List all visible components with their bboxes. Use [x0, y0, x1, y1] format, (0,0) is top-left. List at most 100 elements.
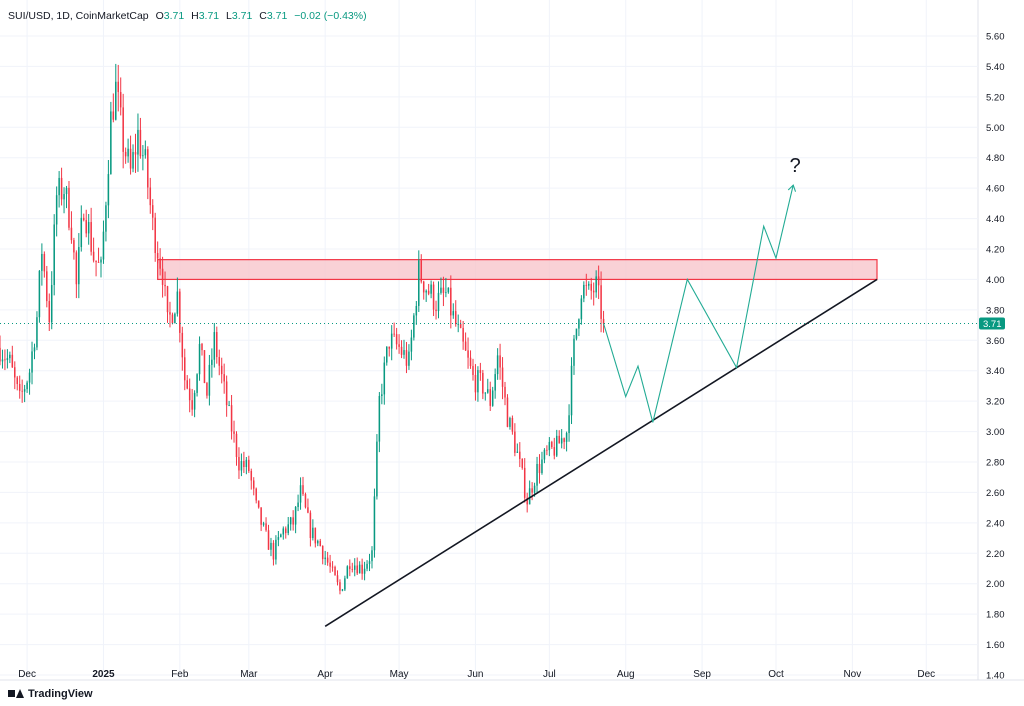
- candle: [501, 357, 504, 400]
- candle: [248, 455, 250, 473]
- candle-body: [28, 372, 31, 383]
- candle-body: [299, 485, 302, 503]
- candle: [390, 325, 393, 361]
- candle-body: [102, 231, 105, 260]
- close-value: 3.71: [266, 10, 288, 22]
- candle: [437, 281, 440, 319]
- candle-body: [469, 357, 472, 367]
- projection-path[interactable]: [603, 184, 794, 423]
- candle: [321, 545, 324, 565]
- time-axis[interactable]: Dec 2025 Feb Mar Apr May Jun Jul Aug Sep Oct Nov Dec: [18, 669, 935, 680]
- candle-body: [482, 372, 484, 394]
- price-tick-label: 4.00: [986, 275, 1005, 286]
- candle: [240, 453, 243, 477]
- resistance-zone: [157, 259, 878, 281]
- candle: [151, 199, 154, 231]
- candle-body: [1, 359, 4, 362]
- candle: [536, 456, 538, 493]
- time-tick-label: May: [390, 669, 409, 680]
- candle-body: [272, 542, 275, 560]
- candle: [307, 498, 309, 514]
- question-mark-annotation: ?: [790, 155, 801, 177]
- candle: [1, 349, 4, 369]
- candle-body: [282, 528, 285, 535]
- candle-body: [156, 253, 159, 259]
- candle: [70, 211, 73, 244]
- candle: [403, 339, 405, 359]
- candle-body: [447, 287, 450, 293]
- candle: [203, 350, 206, 384]
- candle-body: [427, 290, 430, 294]
- tradingview-brand[interactable]: TradingView: [8, 688, 93, 700]
- change-value: −0.02 (−0.43%): [294, 10, 367, 22]
- candle-body: [346, 566, 349, 579]
- candle: [349, 559, 351, 577]
- candle-body: [137, 129, 139, 155]
- candle-body: [250, 470, 253, 481]
- candle: [228, 400, 230, 407]
- candle: [80, 205, 83, 252]
- candle: [164, 271, 166, 297]
- ascending-trendline[interactable]: [324, 278, 878, 627]
- legend-header: SUI/USD, 1D, CoinMarketCap O3.71 H3.71 L…: [8, 10, 367, 22]
- candle: [208, 354, 211, 406]
- price-tick-label: 3.40: [986, 366, 1005, 377]
- candle: [277, 530, 280, 547]
- candle: [432, 281, 435, 317]
- candle-body: [43, 253, 46, 272]
- candle: [97, 247, 100, 263]
- candle-body: [578, 319, 580, 329]
- time-tick-label: Dec: [917, 669, 935, 680]
- candle-body: [390, 333, 393, 349]
- candle: [410, 329, 413, 361]
- candle-body: [405, 350, 408, 366]
- candle: [14, 361, 16, 390]
- candle-body: [523, 467, 526, 498]
- candle-body: [548, 441, 551, 451]
- candle-body: [312, 527, 314, 539]
- candle: [583, 281, 585, 303]
- candle: [363, 561, 366, 581]
- candle: [100, 256, 102, 278]
- candle-body: [223, 374, 225, 382]
- candle-body: [519, 451, 521, 459]
- candle: [366, 560, 368, 572]
- candle: [317, 539, 319, 547]
- candle-body: [23, 389, 26, 392]
- candle: [23, 384, 26, 403]
- candle-body: [245, 459, 248, 468]
- candle-body: [21, 390, 23, 392]
- candle-body: [225, 381, 228, 406]
- candle: [110, 101, 112, 175]
- candle: [368, 553, 371, 572]
- candle-body: [307, 507, 309, 513]
- candle: [457, 314, 459, 333]
- price-axis[interactable]: 5.60 5.40 5.20 5.00 4.80 4.60 4.40 4.20 4.00 3.80…: [979, 32, 1005, 682]
- candle: [147, 146, 149, 200]
- candle-body: [501, 367, 504, 387]
- candle: [176, 277, 179, 317]
- candle-body: [450, 287, 452, 316]
- candle: [46, 265, 48, 308]
- candle-body: [563, 438, 565, 442]
- candle: [255, 487, 257, 504]
- candle: [373, 488, 376, 558]
- candle: [223, 363, 225, 394]
- candle-body: [260, 507, 262, 525]
- candle-body: [164, 284, 166, 287]
- candle-body: [50, 285, 53, 323]
- candle: [245, 457, 248, 475]
- price-tick-label: 2.20: [986, 549, 1005, 560]
- candle-body: [191, 400, 193, 410]
- candle: [280, 533, 282, 538]
- resistance-zone-rect[interactable]: [157, 259, 878, 281]
- candle-body: [11, 354, 14, 368]
- price-tick-label: 3.00: [986, 427, 1005, 438]
- candle-body: [292, 517, 294, 525]
- candle: [590, 277, 592, 300]
- candle-body: [506, 397, 509, 427]
- candle-body: [504, 386, 506, 398]
- candle: [336, 570, 339, 586]
- candle-body: [289, 517, 292, 525]
